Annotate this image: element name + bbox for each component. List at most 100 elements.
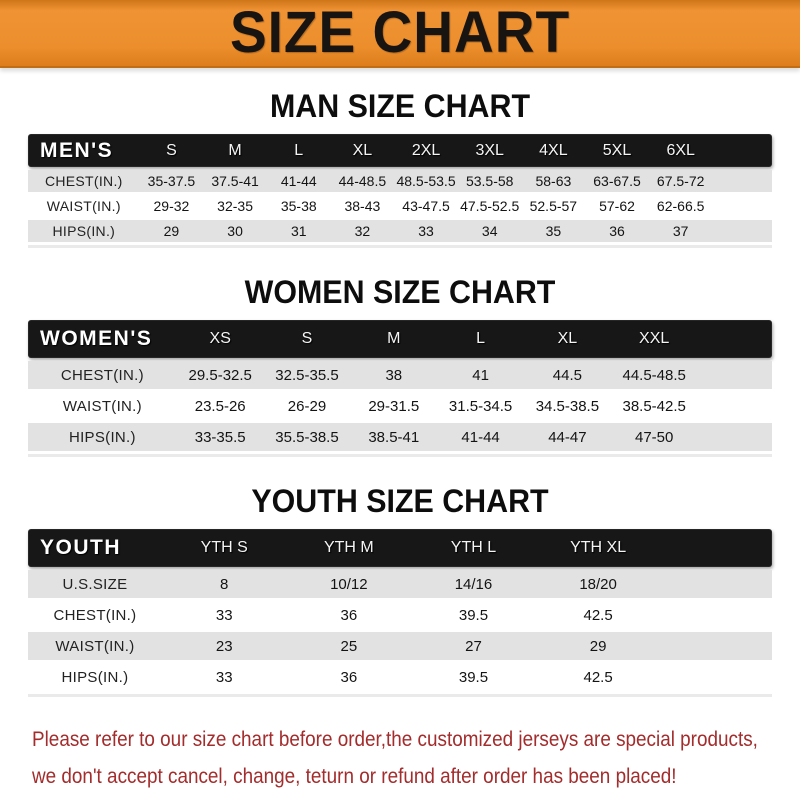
size-cell: 41-44 bbox=[280, 173, 317, 189]
row-label: U.S.SIZE bbox=[62, 575, 128, 593]
table-row: CHEST(IN.) 29.5-32.5 32.5-35.5 38 41 44.5 44.5… bbox=[28, 361, 772, 389]
row-label: HIPS(IN.) bbox=[52, 223, 116, 239]
table-row: WAIST(IN.) 29-32 32-35 35-38 38-43 43-47.5 47.… bbox=[28, 195, 772, 217]
table-header-row: YOUTH YTH S YTH M YTH L YTH XL bbox=[28, 529, 772, 567]
size-column-header: L bbox=[476, 330, 486, 347]
size-column-header: 6XL bbox=[666, 141, 695, 159]
size-cell: 48.5-53.5 bbox=[396, 173, 456, 189]
size-cell: 35.5-38.5 bbox=[275, 428, 339, 446]
size-column-header: XL bbox=[352, 141, 373, 159]
table-row: U.S.SIZE 8 10/12 14/16 18/20 bbox=[28, 570, 772, 598]
table-header-label: YOUTH bbox=[40, 536, 121, 559]
size-cell: 32-35 bbox=[217, 198, 253, 214]
banner-title: SIZE CHART bbox=[229, 0, 571, 65]
size-column-header: YTH S bbox=[200, 539, 248, 556]
size-cell: 29-32 bbox=[153, 198, 190, 214]
row-label: WAIST(IN.) bbox=[55, 637, 135, 655]
size-column-header: XL bbox=[557, 330, 578, 347]
men-size-table: MEN'S S M L XL 2XL 3XL 4XL 5XL 6XL CHEST(IN.) 35-37… bbox=[28, 134, 772, 248]
size-column-header: 5XL bbox=[602, 141, 632, 159]
size-column-header: YTH XL bbox=[570, 539, 627, 556]
table-row: CHEST(IN.) 35-37.5 37.5-41 41-44 44-48.5 48.5… bbox=[28, 170, 772, 192]
size-cell: 62-66.5 bbox=[656, 198, 705, 214]
table-row: HIPS(IN.) 33-35.5 35.5-38.5 38.5-41 41-44 44-… bbox=[28, 423, 772, 451]
size-cell: 63-67.5 bbox=[593, 173, 641, 189]
row-label: WAIST(IN.) bbox=[46, 198, 121, 214]
size-column-header: XS bbox=[209, 330, 231, 347]
banner: SIZE CHART bbox=[0, 0, 800, 68]
size-cell: 44-47 bbox=[548, 428, 587, 446]
size-cell: 33 bbox=[215, 668, 233, 686]
row-label: CHEST(IN.) bbox=[60, 366, 144, 384]
size-cell: 34.5-38.5 bbox=[535, 397, 600, 415]
women-section-title: WOMEN SIZE CHART bbox=[244, 274, 556, 310]
size-cell: 31.5-34.5 bbox=[448, 397, 513, 415]
size-column-header: S bbox=[301, 330, 313, 347]
size-cell: 42.5 bbox=[583, 606, 613, 624]
size-cell: 26-29 bbox=[287, 397, 327, 415]
size-column-header: YTH L bbox=[450, 539, 497, 556]
table-header-row: WOMEN'S XS S M L XL XXL bbox=[28, 320, 772, 358]
footer-note-line-2: we don't accept cancel, change, teturn o… bbox=[32, 765, 677, 788]
size-cell: 34 bbox=[481, 223, 498, 239]
size-cell: 38-43 bbox=[344, 198, 381, 214]
size-cell: 32.5-35.5 bbox=[275, 366, 339, 384]
size-cell: 36 bbox=[340, 606, 358, 624]
size-charts: MAN SIZE CHART MEN'S S M L XL 2XL 3XL 4XL 5XL 6XL… bbox=[0, 88, 800, 697]
size-cell: 35-38 bbox=[280, 198, 317, 214]
size-cell: 38.5-41 bbox=[368, 428, 420, 446]
table-row: CHEST(IN.) 33 36 39.5 42.5 bbox=[28, 601, 772, 629]
size-cell: 44.5 bbox=[552, 366, 582, 384]
size-cell: 29-31.5 bbox=[368, 397, 420, 415]
table-row: HIPS(IN.) 29 30 31 32 33 34 35 36 37 bbox=[28, 220, 772, 242]
size-cell: 41-44 bbox=[461, 428, 500, 446]
size-cell: 67.5-72 bbox=[656, 173, 705, 189]
size-cell: 33-35.5 bbox=[194, 428, 246, 446]
women-size-section: WOMEN SIZE CHART WOMEN'S XS S M L XL XXL CHEST(… bbox=[0, 274, 800, 457]
footer-note: Please refer to our size chart before or… bbox=[32, 725, 800, 792]
men-size-section: MAN SIZE CHART MEN'S S M L XL 2XL 3XL 4XL 5XL 6XL… bbox=[0, 88, 800, 248]
youth-section-title: YOUTH SIZE CHART bbox=[251, 483, 549, 519]
row-label: CHEST(IN.) bbox=[53, 606, 137, 624]
size-cell: 32 bbox=[354, 223, 371, 239]
size-column-header: M bbox=[228, 141, 242, 159]
youth-size-section: YOUTH SIZE CHART YOUTH YTH S YTH M YTH L YTH… bbox=[0, 483, 800, 697]
size-column-header: S bbox=[166, 141, 177, 159]
size-column-header: 3XL bbox=[475, 141, 504, 159]
size-cell: 31 bbox=[290, 223, 307, 239]
size-cell: 39.5 bbox=[458, 668, 489, 686]
size-cell: 52.5-57 bbox=[529, 198, 578, 214]
size-cell: 33 bbox=[215, 606, 233, 624]
size-cell: 23 bbox=[215, 637, 233, 655]
size-cell: 53.5-58 bbox=[465, 173, 514, 189]
row-label: HIPS(IN.) bbox=[68, 428, 136, 446]
size-cell: 47-50 bbox=[634, 428, 674, 446]
size-cell: 42.5 bbox=[583, 668, 613, 686]
size-column-header: YTH M bbox=[323, 539, 374, 556]
row-label: WAIST(IN.) bbox=[62, 397, 142, 415]
youth-size-table: YOUTH YTH S YTH M YTH L YTH XL U.S.SIZE 8 10/12… bbox=[28, 529, 772, 697]
size-cell: 27 bbox=[465, 637, 482, 655]
size-cell: 18/20 bbox=[579, 575, 617, 593]
table-header-label: MEN'S bbox=[40, 138, 114, 162]
table-row: WAIST(IN.) 23.5-26 26-29 29-31.5 31.5-34.5 34… bbox=[28, 392, 772, 420]
size-cell: 30 bbox=[227, 223, 243, 239]
size-column-header: 4XL bbox=[539, 141, 568, 159]
size-cell: 43-47.5 bbox=[402, 198, 450, 214]
size-cell: 14/16 bbox=[454, 575, 493, 593]
size-cell: 29.5-32.5 bbox=[188, 366, 252, 384]
size-cell: 38.5-42.5 bbox=[622, 397, 686, 415]
table-header-label: WOMEN'S bbox=[40, 327, 153, 350]
size-cell: 36 bbox=[340, 668, 358, 686]
size-cell: 29 bbox=[589, 637, 607, 655]
size-cell: 39.5 bbox=[458, 606, 489, 624]
size-column-header: 2XL bbox=[411, 141, 441, 159]
table-row: HIPS(IN.) 33 36 39.5 42.5 bbox=[28, 663, 772, 691]
size-column-header: L bbox=[294, 141, 304, 159]
size-cell: 57-62 bbox=[599, 198, 635, 214]
size-cell: 58-63 bbox=[535, 173, 572, 189]
size-cell: 23.5-26 bbox=[194, 397, 246, 415]
men-section-title: MAN SIZE CHART bbox=[269, 88, 531, 124]
table-header-row: MEN'S S M L XL 2XL 3XL 4XL 5XL 6XL bbox=[28, 134, 772, 167]
